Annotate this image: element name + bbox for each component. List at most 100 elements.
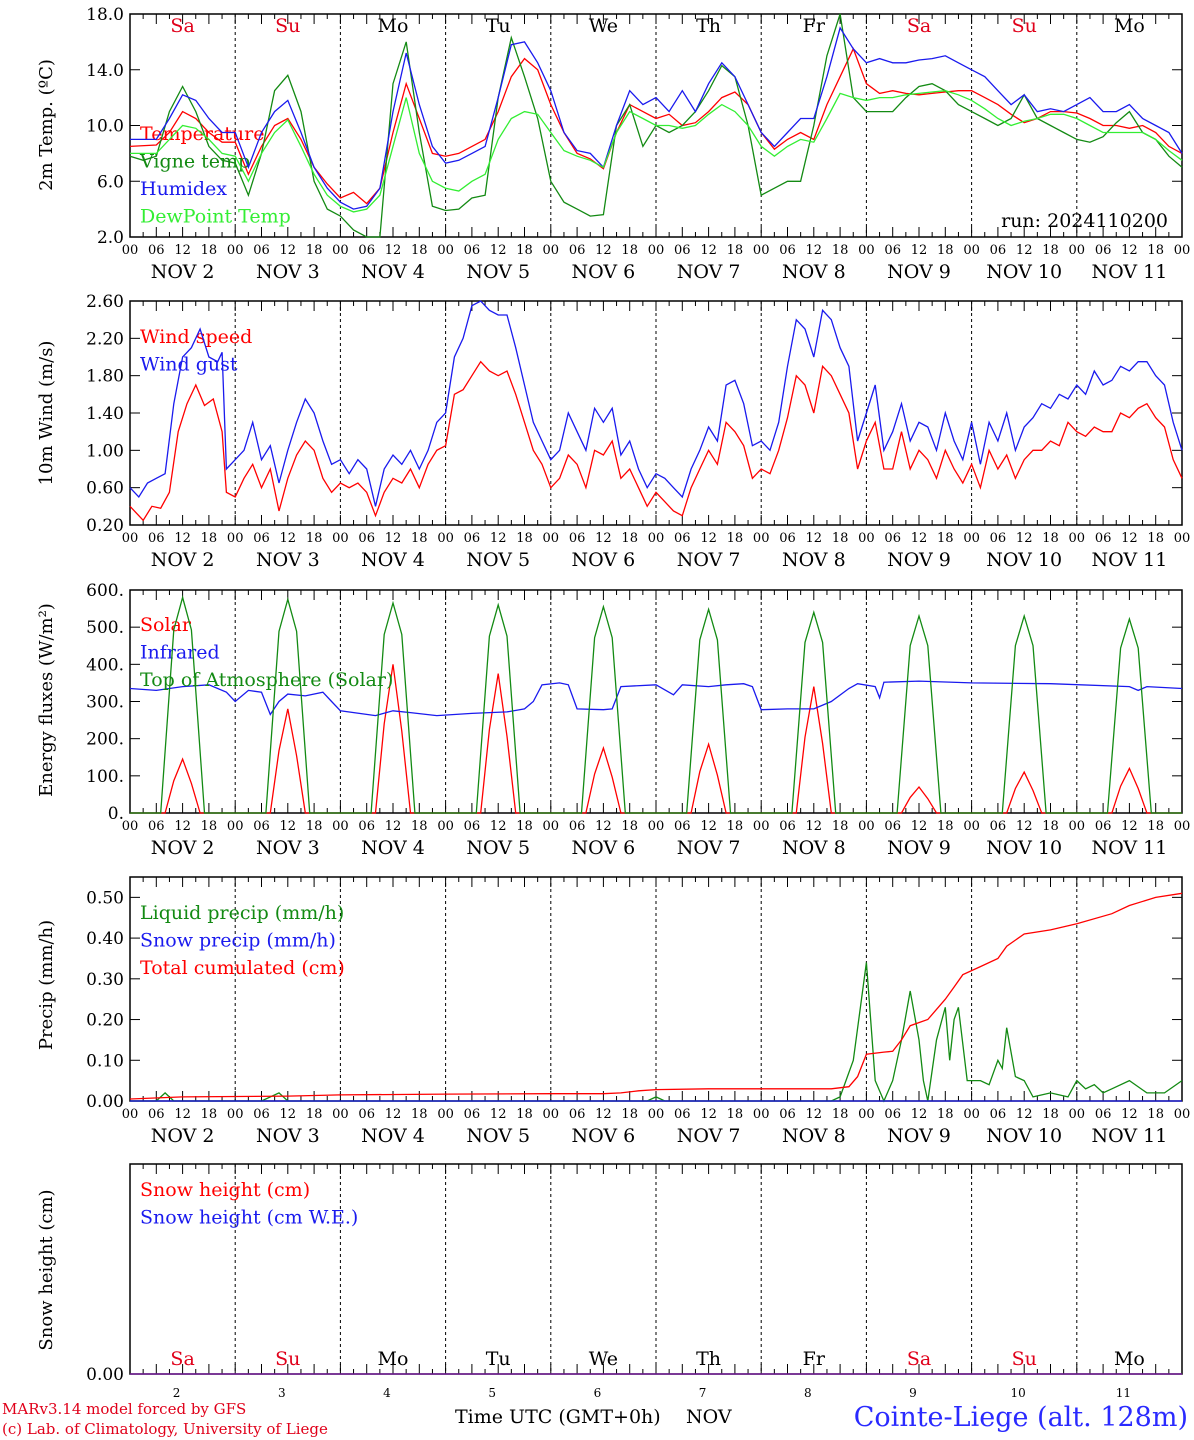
hour-tick-label: 18 [937, 1107, 954, 1122]
hour-tick-label: 06 [884, 243, 901, 258]
day-number-label: 10 [1011, 1386, 1026, 1400]
series-line-total-cumulated-cm- [129, 892, 1183, 1100]
date-label: NOV 11 [1091, 261, 1167, 283]
date-label: NOV 7 [677, 261, 741, 283]
legend-infrared: Infrared [140, 642, 220, 664]
date-label: NOV 11 [1091, 1125, 1167, 1147]
day-abbr-label: Su [1012, 15, 1037, 37]
hour-tick-label: 00 [332, 1107, 349, 1122]
hour-tick-label: 12 [174, 819, 191, 834]
hour-tick-label: 00 [1069, 1107, 1086, 1122]
hour-tick-label: 00 [437, 819, 454, 834]
date-label: NOV 7 [677, 1125, 741, 1147]
hour-tick-label: 12 [174, 1107, 191, 1122]
date-label: NOV 3 [256, 837, 320, 859]
series-line-top-of-atmosphere-solar- [130, 594, 1182, 814]
day-abbr-label: We [589, 1348, 618, 1370]
y-tick-label: 2.60 [86, 292, 124, 312]
hour-tick-label: 06 [148, 1107, 165, 1122]
date-label: NOV 9 [887, 1125, 951, 1147]
hour-tick-label: 18 [1042, 243, 1059, 258]
hour-tick-label: 06 [674, 243, 691, 258]
hour-tick-label: 00 [963, 243, 980, 258]
hour-tick-label: 00 [963, 1107, 980, 1122]
hour-tick-label: 18 [621, 531, 638, 546]
hour-tick-label: 00 [122, 531, 139, 546]
hour-tick-label: 18 [411, 531, 428, 546]
hour-tick-label: 00 [543, 819, 560, 834]
hour-tick-label: 06 [464, 1107, 481, 1122]
hour-tick-label: 06 [464, 819, 481, 834]
day-abbr-label: Su [275, 1348, 300, 1370]
day-number-label: 3 [278, 1386, 286, 1400]
day-number-label: 6 [594, 1386, 602, 1400]
hour-tick-label: 06 [148, 531, 165, 546]
date-label: NOV 2 [151, 261, 215, 283]
hour-tick-label: 00 [227, 243, 244, 258]
day-abbr-label: Th [696, 15, 721, 37]
y-tick-label: 200. [86, 730, 124, 750]
hour-tick-label: 18 [832, 531, 849, 546]
hour-tick-label: 18 [516, 819, 533, 834]
day-abbr-label: Mo [378, 15, 409, 37]
y-axis-label: Snow height (cm) [36, 1189, 57, 1350]
hour-tick-label: 18 [411, 819, 428, 834]
hour-tick-label: 06 [148, 243, 165, 258]
hour-tick-label: 00 [437, 243, 454, 258]
hour-tick-label: 12 [911, 243, 928, 258]
date-label: NOV 5 [466, 549, 530, 571]
hour-tick-label: 12 [595, 531, 612, 546]
hour-tick-label: 12 [911, 531, 928, 546]
date-label: NOV 9 [887, 549, 951, 571]
hour-tick-label: 00 [963, 531, 980, 546]
hour-tick-label: 18 [621, 1107, 638, 1122]
hour-tick-label: 06 [884, 531, 901, 546]
hour-tick-label: 06 [674, 1107, 691, 1122]
hour-tick-label: 00 [437, 1107, 454, 1122]
y-axis-label: 2m Temp. (ºC) [36, 59, 57, 191]
y-tick-label: 14.0 [86, 61, 124, 81]
y-tick-label: 6.0 [97, 172, 124, 192]
hour-tick-label: 06 [253, 819, 270, 834]
day-number-label: 11 [1116, 1386, 1131, 1400]
date-label: NOV 8 [782, 261, 846, 283]
date-label: NOV 7 [677, 549, 741, 571]
y-tick-label: 0.10 [86, 1051, 124, 1071]
date-label: NOV 5 [466, 1125, 530, 1147]
y-axis-label: Energy fluxes (W/m²) [36, 603, 57, 797]
hour-tick-label: 06 [358, 243, 375, 258]
hour-tick-label: 18 [1042, 819, 1059, 834]
legend-dewpoint-temp: DewPoint Temp [140, 206, 291, 228]
hour-tick-label: 06 [779, 819, 796, 834]
hour-tick-label: 18 [1147, 531, 1164, 546]
hour-tick-label: 12 [700, 1107, 717, 1122]
date-label: NOV 4 [361, 261, 425, 283]
day-abbr-label: Su [275, 15, 300, 37]
hour-tick-label: 18 [727, 1107, 744, 1122]
day-abbr-label: Fr [803, 1348, 826, 1370]
day-abbr-label: Sa [170, 15, 194, 37]
hour-tick-label: 12 [700, 819, 717, 834]
hour-tick-label: 12 [1016, 819, 1033, 834]
hour-tick-label: 06 [1095, 243, 1112, 258]
y-tick-label: 0.00 [86, 1365, 124, 1385]
hour-tick-label: 12 [911, 819, 928, 834]
date-label: NOV 6 [572, 549, 636, 571]
date-label: NOV 4 [361, 837, 425, 859]
date-label: NOV 8 [782, 549, 846, 571]
hour-tick-label: 00 [648, 819, 665, 834]
hour-tick-label: 06 [884, 1107, 901, 1122]
hour-tick-label: 12 [595, 819, 612, 834]
y-tick-label: 0. [108, 804, 124, 824]
date-label: NOV 2 [151, 549, 215, 571]
hour-tick-label: 06 [990, 243, 1007, 258]
hour-tick-label: 00 [332, 819, 349, 834]
hour-tick-label: 06 [569, 243, 586, 258]
y-tick-label: 600. [86, 581, 124, 601]
hour-tick-label: 12 [385, 243, 402, 258]
station-label: Cointe-Liege (alt. 128m) [854, 1402, 1188, 1433]
hour-tick-label: 18 [621, 819, 638, 834]
date-label: NOV 4 [361, 549, 425, 571]
date-label: NOV 8 [782, 1125, 846, 1147]
